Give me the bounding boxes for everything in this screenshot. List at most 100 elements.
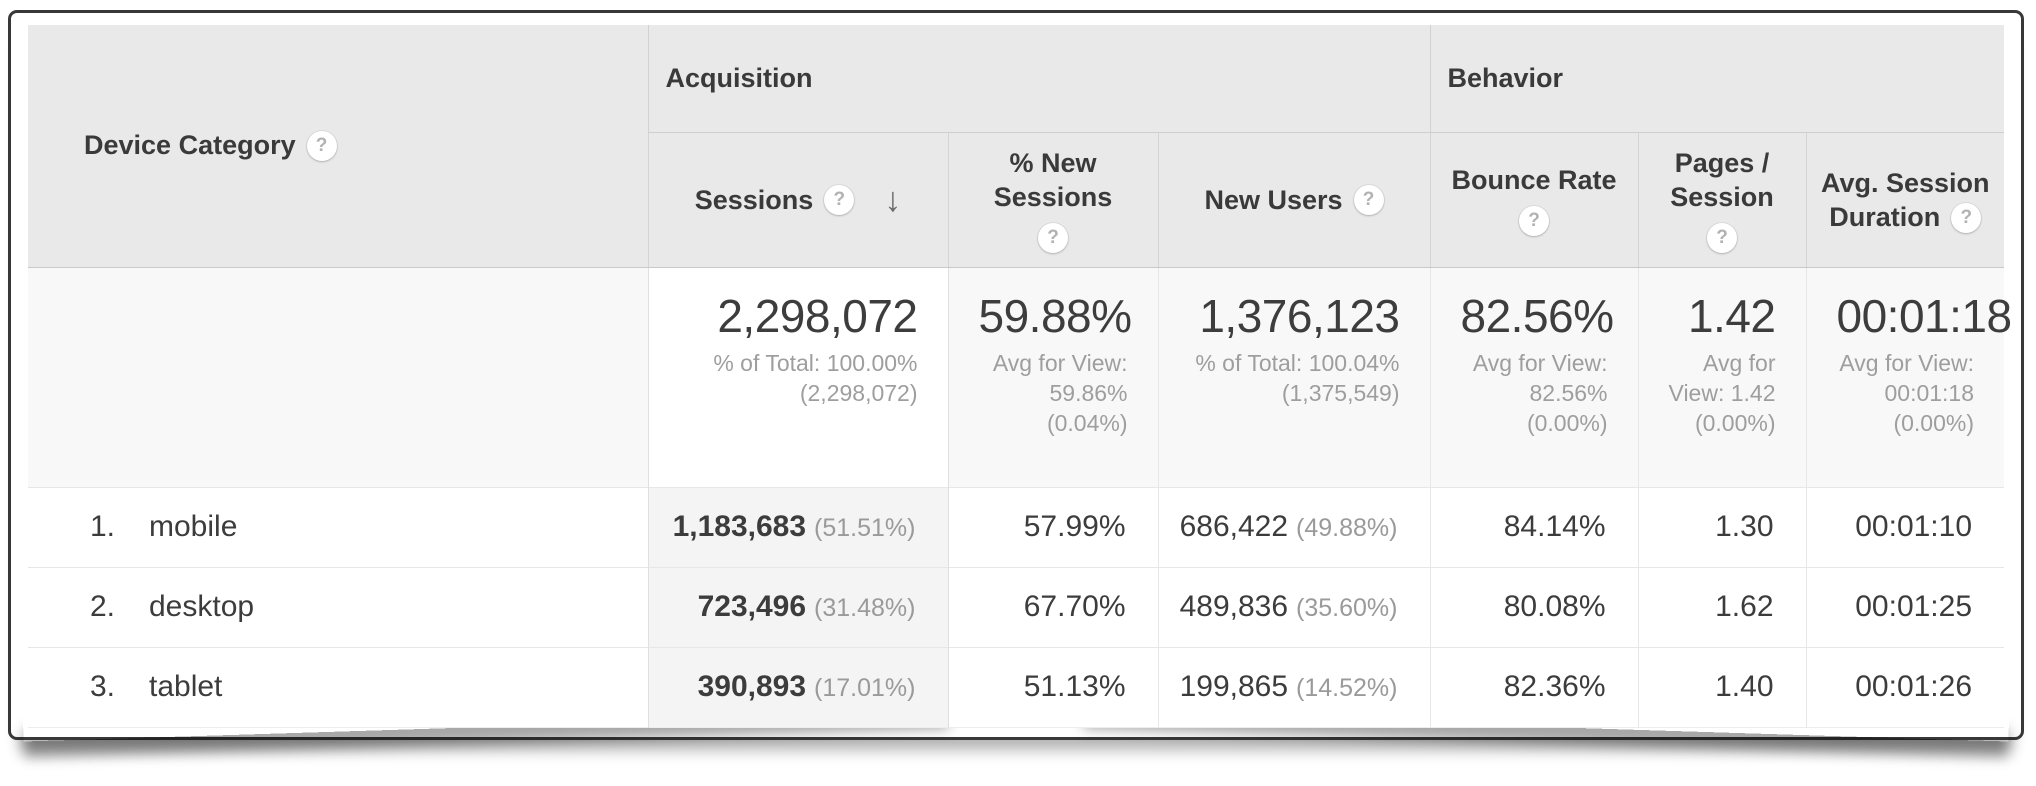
pct-new-sessions-cell: 51.13%	[947, 647, 1158, 727]
summary-pct-new-sessions-cell: 59.88% Avg for View: 59.86% (0.04%)	[947, 267, 1158, 487]
summary-new-users-note: % of Total: 100.04% (1,375,549)	[1195, 350, 1400, 407]
help-icon[interactable]: ?	[1353, 184, 1384, 215]
pct-new-sessions-value: 67.70%	[1023, 590, 1126, 623]
column-header-sessions[interactable]: Sessions ? ↓	[647, 132, 948, 268]
row-rank: 2.	[90, 590, 116, 623]
sessions-cell: 1,183,683 (51.51%)	[647, 487, 949, 567]
help-icon[interactable]: ?	[824, 184, 855, 215]
new-users-value: 686,422	[1179, 510, 1289, 543]
column-header-bounce-rate[interactable]: Bounce Rate ?	[1429, 132, 1638, 268]
sessions-value: 723,496	[697, 590, 807, 623]
column-group-row: Device Category ? Acquisition Behavior	[28, 25, 2005, 268]
new-users-label: New Users	[1204, 184, 1343, 215]
column-header-pages-per-session[interactable]: Pages / Session ?	[1637, 132, 1806, 268]
summary-pct-new-sessions-note: Avg for View: 59.86% (0.04%)	[992, 350, 1128, 437]
help-icon[interactable]: ?	[1038, 223, 1068, 253]
summary-pct-new-sessions-value: 59.88%	[978, 289, 1133, 342]
row-rank: 3.	[90, 670, 116, 703]
pages-per-session-value: 1.40	[1715, 670, 1774, 703]
bounce-rate-cell: 84.14%	[1429, 487, 1638, 567]
bounce-rate-cell: 80.08%	[1429, 567, 1638, 647]
new-users-cell: 686,422 (49.88%)	[1157, 487, 1430, 567]
summary-avg-session-duration-note: Avg for View: 00:01:18 (0.00%)	[1839, 350, 1975, 437]
new-users-cell: 489,836 (35.60%)	[1157, 567, 1430, 647]
summary-row: 2,298,072 % of Total: 100.00% (2,298,072…	[28, 267, 2013, 487]
bounce-rate-cell: 82.36%	[1429, 647, 1638, 727]
summary-new-users-value: 1,376,123	[1199, 289, 1400, 342]
table-row-tablet: 3. tablet 390,893 (17.01%) 51.13% 199,865(…	[28, 647, 2005, 727]
summary-avg-session-duration-cell: 00:01:18 Avg for View: 00:01:18 (0.00%)	[1805, 267, 2013, 487]
summary-avg-session-duration-value: 00:01:18	[1836, 289, 2013, 342]
new-users-share: (49.88%)	[1296, 514, 1398, 542]
sort-descending-icon[interactable]: ↓	[884, 180, 902, 219]
column-header-device-category[interactable]: Device Category ?	[28, 25, 648, 268]
new-users-share: (14.52%)	[1296, 674, 1398, 702]
summary-device-category-cell	[28, 267, 648, 487]
summary-pages-per-session-value: 1.42	[1687, 289, 1776, 342]
pages-per-session-cell: 1.40	[1637, 647, 1806, 727]
avg-session-duration-cell: 00:01:10	[1805, 487, 2005, 567]
pct-new-sessions-value: 57.99%	[1023, 510, 1126, 543]
column-header-new-users[interactable]: New Users ?	[1157, 132, 1430, 268]
behavior-group-label: Behavior	[1447, 62, 1564, 93]
column-header-pct-new-sessions[interactable]: % New Sessions ?	[947, 132, 1158, 268]
device-cell: 3. tablet	[28, 647, 648, 727]
bounce-rate-value: 82.36%	[1503, 670, 1606, 703]
new-users-cell: 199,865 (14.52%)	[1157, 647, 1430, 727]
summary-sessions-note: % of Total: 100.00% (2,298,072)	[713, 350, 918, 407]
sessions-share: (31.48%)	[814, 594, 916, 622]
device-category-label: Device Category	[84, 130, 296, 161]
help-icon[interactable]: ?	[1951, 203, 1982, 234]
device-link-desktop[interactable]: desktop	[149, 590, 255, 623]
table-row-desktop: 2. desktop 723,496 (31.48%) 67.70% 489,836…	[28, 567, 2005, 647]
device-cell: 1. mobile	[28, 487, 648, 567]
column-group-acquisition: Acquisition	[647, 25, 1430, 133]
help-icon[interactable]: ?	[1519, 206, 1549, 236]
pct-new-sessions-cell: 57.99%	[947, 487, 1158, 567]
device-cell: 2. desktop	[28, 567, 648, 647]
bounce-rate-label: Bounce Rate	[1451, 165, 1617, 195]
pages-per-session-cell: 1.30	[1637, 487, 1806, 567]
sessions-cell: 723,496 (31.48%)	[647, 567, 949, 647]
new-users-share: (35.60%)	[1296, 594, 1398, 622]
pages-per-session-value: 1.30	[1715, 510, 1774, 543]
avg-session-duration-cell: 00:01:25	[1805, 567, 2005, 647]
sessions-label: Sessions	[694, 184, 814, 215]
device-category-report-table: Device Category ? Acquisition Behavior S…	[28, 25, 2013, 728]
avg-session-duration-value: 00:01:10	[1855, 510, 1973, 543]
summary-bounce-rate-note: Avg for View: 82.56% (0.00%)	[1472, 350, 1608, 437]
help-icon[interactable]: ?	[306, 130, 337, 161]
pages-per-session-cell: 1.62	[1637, 567, 1806, 647]
sessions-share: (51.51%)	[814, 514, 916, 542]
device-link-mobile[interactable]: mobile	[149, 510, 238, 543]
new-users-value: 489,836	[1179, 590, 1289, 623]
sessions-value: 390,893	[697, 670, 807, 703]
summary-new-users-cell: 1,376,123 % of Total: 100.04% (1,375,549…	[1157, 267, 1430, 487]
sessions-value: 1,183,683	[672, 510, 807, 543]
avg-session-duration-value: 00:01:26	[1855, 670, 1973, 703]
sessions-share: (17.01%)	[814, 674, 916, 702]
summary-bounce-rate-value: 82.56%	[1460, 289, 1615, 342]
pct-new-sessions-cell: 67.70%	[947, 567, 1158, 647]
new-users-value: 199,865	[1179, 670, 1289, 703]
pages-per-session-value: 1.62	[1715, 590, 1774, 623]
column-group-behavior: Behavior	[1429, 25, 2005, 133]
pct-new-sessions-label: % New Sessions	[993, 148, 1113, 212]
summary-pages-per-session-note: Avg for View: 1.42 (0.00%)	[1668, 350, 1776, 437]
pct-new-sessions-value: 51.13%	[1023, 670, 1126, 703]
screenshot-frame: Device Category ? Acquisition Behavior S…	[8, 10, 2024, 740]
bounce-rate-value: 80.08%	[1503, 590, 1606, 623]
bounce-rate-value: 84.14%	[1503, 510, 1606, 543]
acquisition-group-label: Acquisition	[665, 62, 813, 93]
avg-session-duration-label: Avg. Session Duration	[1820, 167, 1990, 232]
metric-header-row: Sessions ? ↓ % New Sessions ? New Users …	[28, 132, 2005, 268]
avg-session-duration-cell: 00:01:26	[1805, 647, 2005, 727]
device-link-tablet[interactable]: tablet	[149, 670, 223, 703]
row-rank: 1.	[90, 510, 116, 543]
column-header-avg-session-duration[interactable]: Avg. Session Duration?	[1805, 132, 2005, 268]
help-icon[interactable]: ?	[1707, 223, 1737, 253]
avg-session-duration-value: 00:01:25	[1855, 590, 1973, 623]
summary-bounce-rate-cell: 82.56% Avg for View: 82.56% (0.00%)	[1429, 267, 1638, 487]
summary-pages-per-session-cell: 1.42 Avg for View: 1.42 (0.00%)	[1637, 267, 1806, 487]
sessions-cell: 390,893 (17.01%)	[647, 647, 949, 727]
